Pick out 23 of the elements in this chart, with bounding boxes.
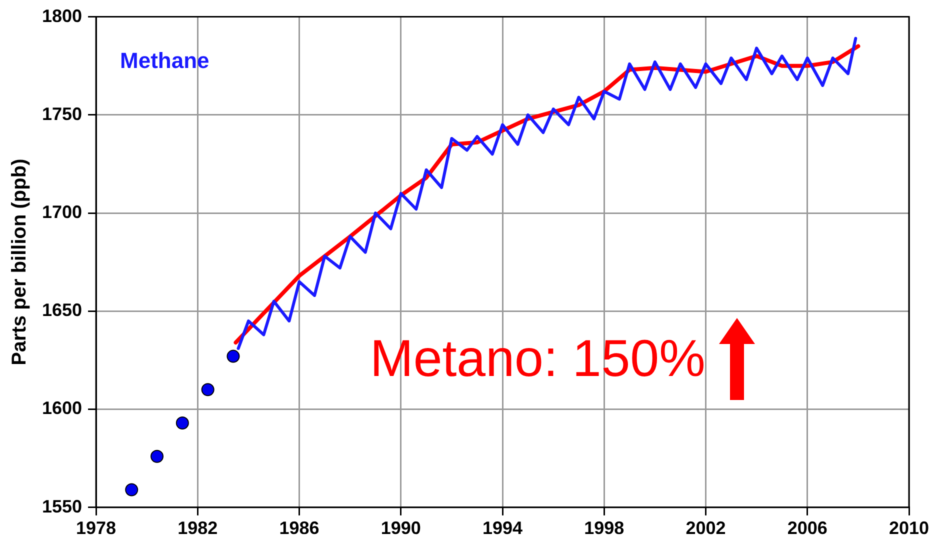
x-tick-label: 1982	[178, 518, 218, 538]
y-tick-label: 1550	[42, 496, 82, 516]
point	[226, 350, 240, 363]
y-tick-label: 1800	[42, 6, 82, 26]
x-tick-label: 1994	[482, 518, 523, 538]
point	[150, 450, 164, 463]
y-tick-label: 1750	[42, 104, 82, 124]
text: Methane	[120, 48, 210, 73]
x-tick-label: 1998	[584, 518, 624, 538]
y-tick-label: 1600	[42, 398, 82, 418]
y-tick-label: 1700	[42, 202, 82, 222]
point	[176, 416, 189, 430]
x-tick-label: 2006	[787, 518, 828, 538]
x-tick-label: 1978	[76, 518, 116, 538]
x-tick-label: 1986	[279, 518, 320, 538]
point	[201, 383, 214, 396]
point	[125, 483, 138, 496]
annotation: Metano: 150%	[370, 329, 706, 389]
x-tick-label: 2010	[888, 518, 930, 538]
y-tick-label: 1650	[42, 300, 82, 320]
x-tick-label: 1990	[380, 518, 421, 538]
y-axis-title: Parts per billion (ppb)	[8, 158, 31, 366]
x-tick-label: 2002	[686, 518, 726, 538]
